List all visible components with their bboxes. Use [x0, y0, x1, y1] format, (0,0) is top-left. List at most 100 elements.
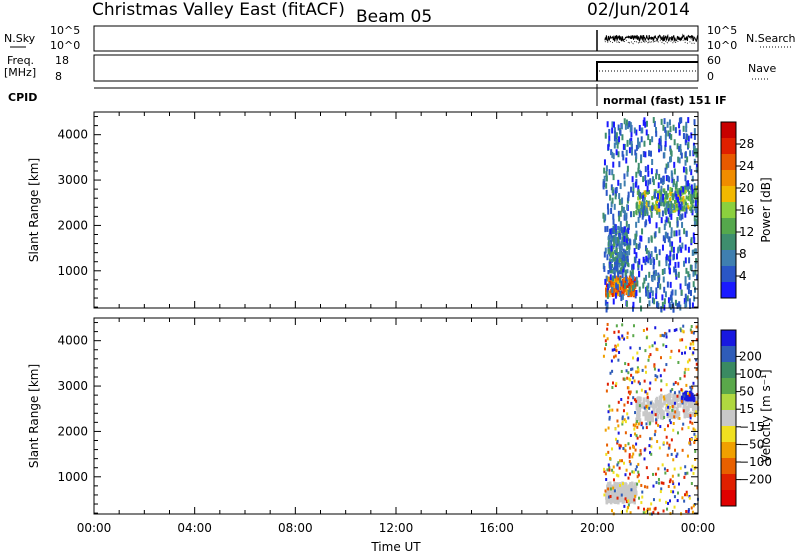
power-cell — [672, 193, 675, 200]
velocity-cell — [629, 462, 632, 466]
velocity-cell — [666, 441, 669, 445]
colorbar-swatch — [721, 394, 736, 411]
velocity-cell — [686, 412, 690, 418]
power-cell — [662, 194, 665, 201]
velocity-cell — [622, 409, 625, 413]
power-cell — [692, 199, 695, 204]
power-cell — [684, 279, 687, 286]
velocity-cell — [617, 335, 620, 339]
power-cell — [621, 197, 624, 204]
power-cell — [624, 214, 627, 221]
velocity-cell — [674, 381, 677, 385]
velocity-cell — [631, 381, 634, 385]
velocity-cell — [617, 343, 620, 347]
power-cell — [603, 167, 606, 174]
velocity-cell — [623, 418, 626, 422]
velocity-cell — [647, 417, 650, 423]
velocity-cell — [695, 400, 698, 404]
y-tick-label: 2000 — [57, 424, 88, 438]
nsearch-tick-top: 10^5 — [707, 24, 737, 37]
power-cell — [612, 218, 615, 225]
velocity-cell — [646, 392, 649, 396]
power-cell — [650, 251, 653, 258]
velocity-cell — [616, 419, 619, 423]
power-cell — [618, 161, 621, 168]
power-cell — [666, 175, 669, 182]
power-cell — [625, 237, 628, 244]
power-cell — [680, 185, 683, 190]
power-cell — [615, 138, 618, 145]
velocity-cell — [603, 334, 606, 338]
power-cell — [631, 176, 634, 183]
power-cell — [658, 249, 661, 256]
power-cell — [626, 283, 629, 288]
velocity-cell — [611, 468, 614, 472]
velocity-cell — [692, 339, 695, 343]
power-cell — [645, 286, 648, 293]
power-cell — [693, 237, 696, 244]
power-cell — [676, 220, 679, 227]
velocity-cell — [694, 410, 697, 414]
colorbar-swatch — [721, 346, 736, 363]
velocity-cell — [617, 431, 620, 435]
power-cell — [647, 257, 650, 264]
power-cell — [635, 276, 638, 283]
velocity-cell — [634, 486, 637, 492]
velocity-cell — [626, 489, 630, 495]
power-cell — [632, 263, 635, 270]
power-colorbar-label: Power [dB] — [759, 177, 773, 242]
power-cell — [663, 286, 666, 293]
velocity-cell — [605, 452, 608, 456]
power-cell — [679, 203, 682, 210]
velocity-cell — [637, 422, 640, 426]
power-cell — [611, 287, 614, 294]
velocity-cell — [610, 484, 613, 490]
power-cell — [623, 282, 626, 289]
velocity-cell — [626, 400, 629, 404]
power-cell — [640, 235, 643, 242]
colorbar-swatch — [721, 266, 736, 283]
power-cell — [626, 256, 629, 263]
velocity-cell — [603, 469, 606, 473]
power-cell — [605, 293, 608, 298]
freq-tick-bottom: 8 — [55, 70, 62, 83]
power-cell — [663, 237, 666, 244]
power-cell — [618, 229, 621, 234]
velocity-cell — [606, 468, 609, 472]
power-cell — [691, 302, 694, 309]
velocity-cell — [675, 412, 678, 418]
power-cell — [652, 257, 655, 264]
power-cell — [668, 119, 671, 126]
power-colorbar: 4 8 12 16 20 24 28 — [720, 121, 754, 299]
velocity-cell — [617, 461, 620, 465]
velocity-cell — [695, 325, 698, 329]
power-cell — [685, 133, 688, 140]
velocity-cell — [616, 441, 619, 445]
power-cell — [691, 189, 694, 196]
power-cell — [609, 228, 612, 235]
power-cell — [647, 164, 650, 171]
power-cell — [602, 212, 605, 219]
power-cell — [673, 230, 676, 237]
power-cell — [619, 183, 622, 190]
velocity-cell — [651, 410, 654, 414]
velocity-cell — [673, 391, 676, 395]
power-cell — [693, 133, 696, 140]
power-cell — [690, 193, 693, 200]
power-cell — [610, 253, 613, 258]
power-cell — [635, 171, 638, 178]
power-cell — [634, 181, 637, 188]
velocity-cell — [636, 475, 639, 479]
velocity-cell — [633, 427, 636, 431]
velocity-cell — [627, 362, 630, 366]
power-cell — [605, 175, 608, 182]
velocity-cell — [649, 401, 652, 405]
power-cell — [617, 151, 620, 158]
velocity-cell — [685, 490, 688, 494]
power-cell — [620, 123, 623, 130]
power-cell — [612, 235, 615, 240]
power-cell — [645, 255, 648, 262]
velocity-cell — [635, 465, 638, 469]
power-cell — [608, 282, 611, 289]
power-cell — [668, 176, 671, 183]
